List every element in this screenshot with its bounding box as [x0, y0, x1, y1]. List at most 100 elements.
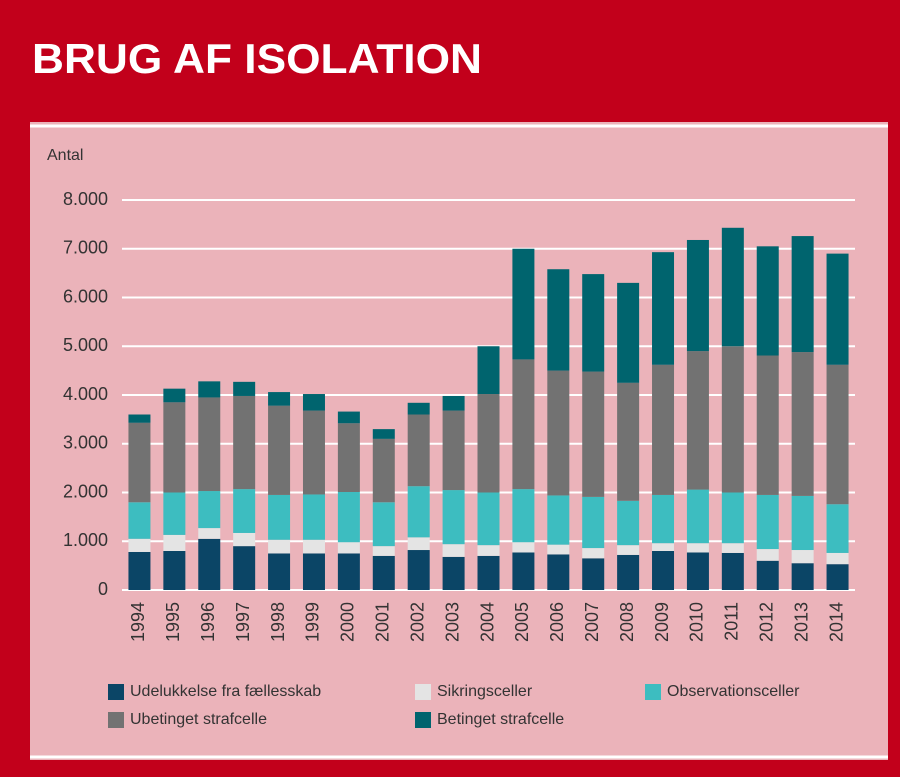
- x-tick-label: 2001: [373, 602, 393, 642]
- legend-label: Betinget strafcelle: [437, 711, 564, 728]
- bar-segment: [617, 382, 640, 501]
- y-tick-label: 8.000: [63, 189, 108, 209]
- bar-segment: [721, 543, 744, 553]
- bar-segment: [582, 548, 605, 559]
- bar-segment: [233, 532, 256, 547]
- bar-segment: [721, 227, 744, 347]
- bar-segment: [512, 359, 535, 490]
- bar-segment: [442, 395, 465, 411]
- bar-segment: [721, 552, 744, 590]
- bar-segment: [302, 394, 325, 411]
- bar-segment: [128, 502, 151, 539]
- x-tick-label: 2003: [442, 602, 462, 642]
- bar-segment: [372, 502, 395, 547]
- bar-segment: [582, 274, 605, 372]
- bar-segment: [617, 554, 640, 590]
- bar-segment: [372, 438, 395, 503]
- bar-segment: [163, 534, 186, 551]
- bar-segment: [442, 490, 465, 545]
- legend-swatch: [415, 712, 431, 728]
- x-tick-label: 2007: [582, 602, 602, 642]
- x-tick-label: 2005: [512, 602, 532, 642]
- bar-segment: [268, 494, 291, 540]
- bar-segment: [302, 539, 325, 554]
- bar-segment: [617, 500, 640, 546]
- bar-segment: [582, 496, 605, 549]
- bar-segment: [233, 546, 256, 590]
- bar-segment: [512, 248, 535, 360]
- x-tick-label: 1994: [128, 602, 148, 642]
- bar-segment: [372, 546, 395, 556]
- bar-segment: [547, 495, 570, 545]
- y-tick-label: 0: [98, 579, 108, 599]
- y-tick-label: 3.000: [63, 433, 108, 453]
- bar-segment: [163, 492, 186, 535]
- bar-segment: [337, 553, 360, 590]
- bar-segment: [547, 370, 570, 496]
- x-tick-label: 2009: [652, 602, 672, 642]
- bar-segment: [372, 555, 395, 590]
- bar-segment: [477, 394, 500, 493]
- x-tick-label: 2000: [338, 602, 358, 642]
- bar-segment: [547, 544, 570, 555]
- x-tick-label: 2011: [722, 602, 742, 641]
- y-tick-label: 2.000: [63, 481, 108, 501]
- x-tick-label: 2012: [756, 602, 776, 642]
- x-tick-label: 1999: [303, 602, 323, 642]
- bar-segment: [826, 364, 849, 505]
- y-tick-label: 6.000: [63, 286, 108, 306]
- bar-segment: [163, 551, 186, 590]
- bar-segment: [791, 352, 814, 496]
- bar-segment: [826, 504, 849, 553]
- bar-segment: [652, 551, 675, 590]
- bar-segment: [652, 543, 675, 551]
- bar-segment: [198, 491, 221, 529]
- bar-segment: [512, 552, 535, 590]
- legend-label: Udelukkelse fra fællesskab: [130, 683, 321, 700]
- bar-segment: [826, 552, 849, 565]
- bar-segment: [686, 543, 709, 553]
- bar-segment: [826, 253, 849, 365]
- bar-segment: [163, 402, 186, 493]
- bar-segment: [163, 388, 186, 403]
- bar-segment: [198, 538, 221, 590]
- bar-segment: [268, 553, 291, 590]
- bar-segment: [407, 537, 430, 551]
- bar-segment: [128, 551, 151, 590]
- bar-segment: [582, 371, 605, 497]
- bar-segment: [407, 414, 430, 487]
- bar-segment: [721, 492, 744, 544]
- bar-segment: [233, 381, 256, 396]
- bar-segment: [372, 429, 395, 439]
- y-tick-label: 4.000: [63, 384, 108, 404]
- x-tick-label: 2014: [826, 602, 846, 642]
- bar-segment: [547, 554, 570, 590]
- bar-segment: [756, 355, 779, 495]
- y-tick-label: 5.000: [63, 335, 108, 355]
- bar-segment: [337, 492, 360, 543]
- bar-segment: [756, 494, 779, 550]
- bar-segment: [128, 538, 151, 552]
- bar-segment: [233, 395, 256, 490]
- bar-segment: [791, 550, 814, 564]
- x-tick-label: 1997: [233, 602, 253, 642]
- x-tick-label: 2013: [791, 602, 811, 642]
- bar-segment: [617, 282, 640, 383]
- bar-segment: [268, 392, 291, 406]
- bar-segment: [337, 423, 360, 493]
- legend-label: Sikringsceller: [437, 683, 533, 700]
- x-tick-label: 1996: [198, 602, 218, 642]
- bar-segment: [756, 560, 779, 590]
- bar-segment: [407, 550, 430, 590]
- bar-segment: [721, 346, 744, 493]
- x-tick-label: 2006: [547, 602, 567, 642]
- y-axis-label: Antal: [47, 147, 83, 164]
- bar-segment: [233, 489, 256, 533]
- chart-title: BRUG AF ISOLATION: [32, 35, 482, 82]
- bar-segment: [512, 489, 535, 543]
- bar-segment: [477, 346, 500, 395]
- bar-segment: [442, 544, 465, 557]
- legend-label: Observationsceller: [667, 683, 800, 700]
- y-tick-label: 7.000: [63, 238, 108, 258]
